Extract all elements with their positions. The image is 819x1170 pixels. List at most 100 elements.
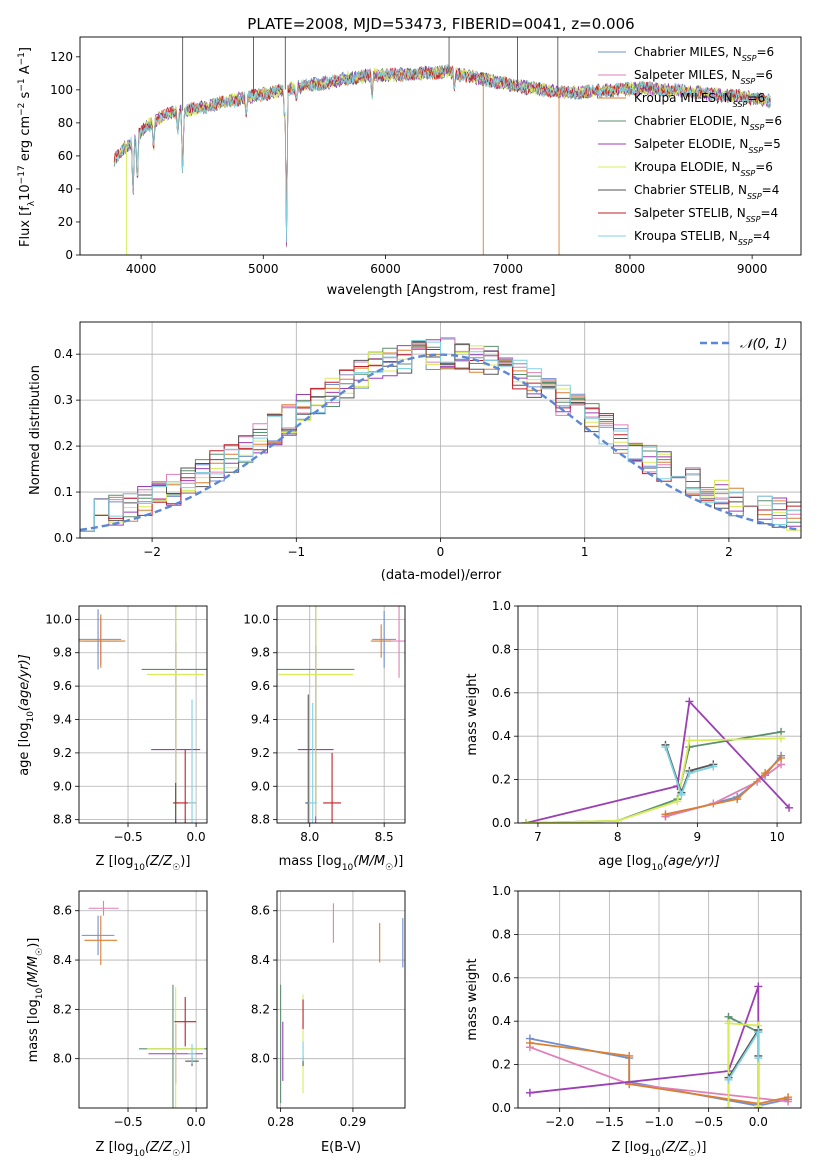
y-tick-label: 9.6 [251, 679, 270, 693]
axes-frame [78, 605, 208, 824]
label-part: 10 [651, 863, 663, 873]
x-tick-label: 4000 [126, 262, 157, 276]
plot-area [521, 697, 794, 823]
series-marker [785, 803, 794, 812]
errorbar-kroupa-stelib [187, 1043, 197, 1064]
y-tick-label: 60 [58, 149, 73, 163]
series-marker [761, 769, 770, 778]
series-kroupa-miles [661, 753, 786, 819]
x-tick-label: −1.0 [644, 1115, 673, 1129]
legend-label-normal: 𝒩(0, 1) [740, 337, 787, 352]
errorbar-kroupa-elodie [278, 606, 353, 817]
y-tick-label: 9.4 [53, 713, 72, 727]
mass-vs-metallicity-ylabel: mass [log10(M/M☉)] [26, 938, 45, 1063]
mass-weight-vs-age-xlabel: age [log10(age/yr)] [598, 854, 720, 873]
histogram-ylabel: Normed distribution [28, 365, 43, 495]
legend-model: Chabrier MILES, N [634, 45, 742, 59]
y-tick-label: 0.6 [492, 686, 511, 700]
legend-count: =6 [755, 68, 773, 82]
legend-label-kroupa-stelib: Kroupa STELIB, NSSP=4 [634, 229, 770, 247]
series-marker [673, 797, 682, 806]
legend-subscript: SSP [741, 77, 756, 86]
series-marker [724, 1075, 733, 1084]
spectrum-ylabel: Flux [fλ10−17 erg cm−2 s−1 A−1] [17, 47, 37, 247]
plot-area [280, 903, 404, 1104]
series-line [525, 699, 790, 823]
series-marker [724, 1019, 733, 1028]
legend-model: Chabrier ELODIE, N [634, 114, 750, 128]
legend-label-kroupa-elodie: Kroupa ELODIE, NSSP=6 [634, 160, 773, 178]
legend-count: =6 [755, 160, 773, 174]
label-part: Flux [f [18, 206, 33, 247]
series-marker [754, 1054, 763, 1063]
y-tick-label: 8.6 [251, 904, 270, 918]
y-tick-label: 8.2 [53, 1002, 72, 1016]
x-tick-label: 9 [694, 830, 702, 844]
label-part: s [18, 91, 33, 102]
series-line [727, 1022, 760, 1108]
histogram-legend: 𝒩(0, 1) [700, 337, 787, 352]
label-part: −2 [17, 103, 27, 116]
mass-weight-vs-age-ylabel: mass weight [465, 673, 480, 755]
label-part: −17 [17, 165, 27, 184]
series-kroupa-stelib [724, 1028, 763, 1084]
series-marker [525, 1088, 534, 1097]
x-tick-label: 0 [437, 545, 445, 559]
x-tick-label: 10 [769, 830, 784, 844]
legend-count: =4 [760, 206, 778, 220]
label-part: 10 [342, 863, 354, 873]
label-part: ☉ [385, 863, 393, 873]
plot-area [277, 606, 405, 823]
errorbar-chabrier-miles [81, 915, 115, 956]
mass-vs-ebv-axes: 0.28 0.29 8.0 8.2 8.4 8.6 E(B-V) [251, 890, 406, 1155]
y-tick-label: 0.6 [492, 971, 511, 985]
series-marker [777, 734, 786, 743]
x-tick-label: 0.29 [340, 1115, 367, 1129]
legend-subscript: SSP [748, 146, 763, 155]
legend-label-chabrier-stelib: Chabrier STELIB, NSSP=4 [634, 183, 779, 201]
y-tick-label: 0.2 [492, 1058, 511, 1072]
series-marker [784, 1093, 793, 1102]
series-line [665, 757, 782, 816]
spectrum-axes: 4000 5000 6000 7000 8000 9000 0 20 40 60 80 100 120 P… [17, 15, 802, 298]
age-vs-mass-axes: 8.0 8.5 8.8 9.0 9.2 9.4 9.6 9.8 10.0 mass [log10(… [243, 605, 406, 873]
errorbar-kroupa-miles [84, 915, 118, 965]
axes-frame [78, 890, 208, 1109]
label-part: ☉ [688, 1149, 696, 1159]
series-kroupa-elodie [521, 734, 786, 823]
legend-label-chabrier-miles: Chabrier MILES, NSSP=6 [634, 45, 774, 63]
legend-subscript: SSP [750, 123, 765, 132]
label-part: (age/yr)] [663, 854, 720, 869]
y-tick-label: 8.6 [53, 904, 72, 918]
series-marker [685, 769, 694, 778]
errorbar-kroupa-elodie [147, 987, 205, 1108]
y-tick-label: 0.0 [492, 1101, 511, 1115]
legend-subscript: SSP [741, 169, 756, 178]
errorbar-kroupa-elodie [147, 606, 205, 817]
x-tick-label: 0.28 [267, 1115, 294, 1129]
legend-label-chabrier-elodie: Chabrier ELODIE, NSSP=6 [634, 114, 782, 132]
label-part: 10 [649, 1149, 661, 1159]
errorbar-kroupa-stelib [187, 699, 197, 823]
x-tick-label: −2 [143, 545, 161, 559]
y-tick-label: 9.0 [251, 779, 270, 793]
label-part: (age/yr)] [17, 654, 32, 711]
series-marker [625, 1051, 634, 1060]
spectrum-xlabel: wavelength [Angstrom, rest frame] [327, 283, 556, 298]
label-part: ☉ [172, 1149, 180, 1159]
age-vs-metallicity-axes: −0.5 0.08.89.09.29.49.69.810.0Z [log10(Z/… [17, 605, 208, 873]
mass-vs-metallicity-axes: −0.5 0.08.08.28.48.6Z [log10(Z/Z☉)]mass [… [26, 890, 208, 1159]
label-part: )] [26, 938, 41, 948]
y-tick-label: 0.4 [492, 729, 511, 743]
legend-subscript: SSP [746, 215, 761, 224]
y-tick-label: 1.0 [492, 599, 511, 613]
x-tick-label: 7000 [492, 262, 523, 276]
label-part: ☉ [172, 863, 180, 873]
grid-lines [277, 891, 405, 1108]
series-marker [724, 1104, 733, 1108]
y-tick-label: 80 [58, 116, 73, 130]
y-tick-label: 1.0 [492, 884, 511, 898]
y-tick-label: 9.2 [251, 746, 270, 760]
histogram-step-kroupa-stelib [80, 340, 801, 532]
